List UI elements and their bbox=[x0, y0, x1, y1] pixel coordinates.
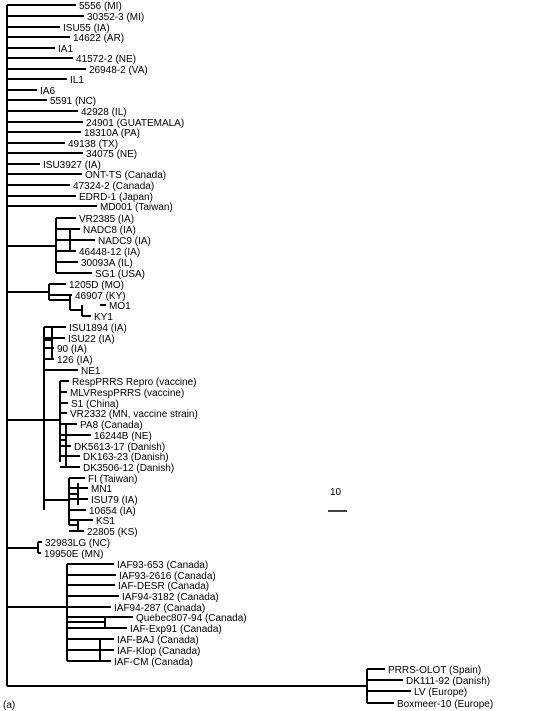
taxon-label: PA8 (Canada) bbox=[80, 420, 143, 431]
taxon-label: IAF93-653 (Canada) bbox=[117, 560, 208, 571]
taxon-label: NADC9 (IA) bbox=[98, 236, 151, 247]
taxon-label: IAF-CM (Canada) bbox=[114, 657, 193, 668]
taxon-label: IA1 bbox=[58, 44, 73, 55]
taxon-label: VR2385 (IA) bbox=[79, 214, 134, 225]
taxon-label: 1205D (MO) bbox=[69, 280, 124, 291]
taxon-label: IAF93-2616 (Canada) bbox=[119, 571, 216, 582]
taxon-label: FI (Taiwan) bbox=[88, 474, 137, 485]
taxon-label: 34075 (NE) bbox=[86, 149, 137, 160]
taxon-label: 22805 (KS) bbox=[87, 527, 138, 538]
taxon-label: 26948-2 (VA) bbox=[89, 65, 148, 76]
taxon-label: 32983LG (NC) bbox=[45, 538, 110, 549]
taxon-label: IAF-BAJ (Canada) bbox=[117, 635, 199, 646]
taxon-label: ISU22 (IA) bbox=[68, 334, 115, 345]
taxon-label: ISU1894 (IA) bbox=[69, 323, 127, 334]
taxon-label: 16244B (NE) bbox=[94, 431, 152, 442]
taxon-label: DK163-23 (Danish) bbox=[83, 452, 169, 463]
taxon-label: ONT-TS (Canada) bbox=[85, 170, 166, 181]
taxon-label: 41572-2 (NE) bbox=[76, 54, 136, 65]
taxon-label: NE1 bbox=[81, 366, 101, 377]
taxon-label: DK5613-17 (Danish) bbox=[74, 442, 165, 453]
taxon-label: 46907 (KY) bbox=[75, 291, 126, 302]
taxon-label: IAF-Klop (Canada) bbox=[117, 646, 200, 657]
taxon-label: EDRD-1 (Japan) bbox=[79, 192, 153, 203]
taxon-label: IAF-Exp91 (Canada) bbox=[130, 624, 222, 635]
taxon-label: 5591 (NC) bbox=[50, 96, 96, 107]
taxon-label: S1 (China) bbox=[71, 399, 119, 410]
taxon-label: Quebec807-94 (Canada) bbox=[136, 613, 247, 624]
taxon-label: 18310A (PA) bbox=[84, 128, 140, 139]
taxon-label: DK3506-12 (Danish) bbox=[83, 463, 174, 474]
taxon-label: 47324-2 (Canada) bbox=[73, 181, 154, 192]
taxon-label: 30093A (IL) bbox=[81, 258, 133, 269]
taxon-label: 90 (IA) bbox=[57, 344, 87, 355]
taxon-label: KY1 bbox=[94, 312, 113, 323]
taxon-label: 46448-12 (IA) bbox=[79, 247, 140, 258]
taxon-label: MD001 (Taiwan) bbox=[100, 202, 173, 213]
taxon-label: IAF94-3182 (Canada) bbox=[122, 592, 219, 603]
taxon-label: NADC8 (IA) bbox=[83, 225, 136, 236]
taxon-label: IAF-DESR (Canada) bbox=[118, 581, 209, 592]
taxon-label: IL1 bbox=[70, 75, 84, 86]
taxon-label: 5556 (MI) bbox=[79, 1, 122, 12]
taxon-label: DK111-92 (Danish) bbox=[406, 676, 490, 687]
taxon-label: 19950E (MN) bbox=[44, 549, 103, 560]
taxon-label: ISU55 (IA) bbox=[63, 23, 110, 34]
taxon-label: MO1 bbox=[109, 301, 131, 312]
scale-bar-label: 10 bbox=[330, 487, 342, 498]
taxon-label: ISU3927 (IA) bbox=[43, 160, 101, 171]
taxon-label: 10654 (IA) bbox=[89, 506, 136, 517]
taxon-label: Boxmeer-10 (Europe) bbox=[397, 699, 493, 710]
taxon-label: 126 (IA) bbox=[57, 355, 93, 366]
taxon-label: 30352-3 (MI) bbox=[87, 12, 144, 23]
taxon-label: MN1 bbox=[91, 484, 113, 495]
taxon-label: 24901 (GUATEMALA) bbox=[86, 118, 184, 129]
taxon-label: PRRS-OLOT (Spain) bbox=[388, 665, 481, 676]
taxon-label: IAF94-287 (Canada) bbox=[114, 603, 205, 614]
taxon-label: SG1 (USA) bbox=[95, 269, 145, 280]
taxon-label: MLVRespPRRS (vaccine) bbox=[70, 388, 184, 399]
taxon-label: 42928 (IL) bbox=[81, 107, 127, 118]
taxon-label: LV (Europe) bbox=[414, 687, 467, 698]
taxon-label: IA6 bbox=[40, 86, 55, 97]
taxon-label: KS1 bbox=[96, 516, 115, 527]
taxon-label: VR2332 (MN, vaccine strain) bbox=[70, 409, 198, 420]
figure-label: (a) bbox=[3, 700, 15, 711]
taxon-label: 14622 (AR) bbox=[73, 33, 124, 44]
taxon-label: RespPRRS Repro (vaccine) bbox=[72, 377, 197, 388]
taxon-label: 49138 (TX) bbox=[68, 139, 118, 150]
taxon-label: ISU79 (IA) bbox=[91, 495, 138, 506]
